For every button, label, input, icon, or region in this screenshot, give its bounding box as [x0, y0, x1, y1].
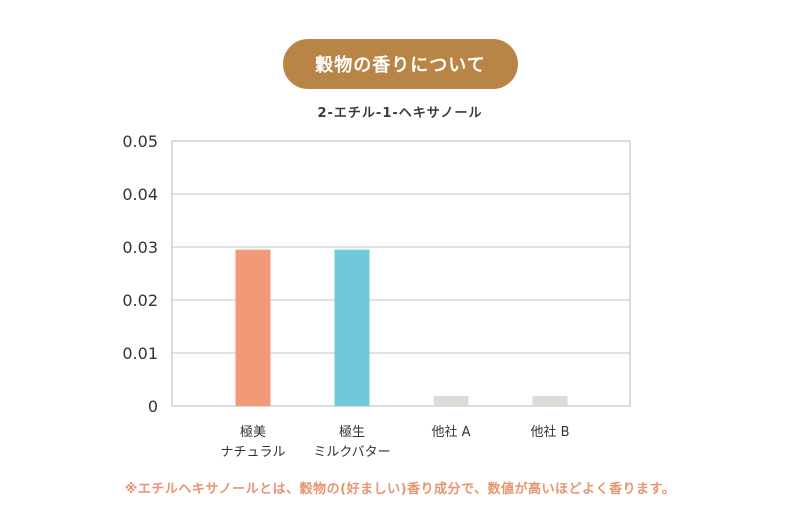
chart-title: 2-エチル-1-ヘキサノール [317, 106, 483, 121]
x-tick-label: 極美 [240, 424, 266, 440]
x-tick-label: 他社 A [431, 424, 470, 440]
x-tick-label-line2: ナチュラル [220, 445, 285, 460]
bar [532, 395, 568, 406]
y-tick-label: 0.03 [122, 238, 158, 257]
x-tick-label: 極生 [339, 424, 365, 440]
plot-frame [171, 140, 631, 407]
y-tick-label: 0 [148, 397, 158, 416]
bar [433, 395, 469, 406]
y-tick-label: 0.01 [122, 344, 158, 363]
y-tick-label: 0.02 [122, 291, 158, 310]
x-tick-label: 他社 B [530, 424, 569, 440]
footnote: ※エチルヘキサノールとは、穀物の(好ましい)香り成分で、数値が高いほどよく香りま… [124, 482, 676, 497]
bar [235, 249, 271, 406]
bar [334, 249, 370, 406]
y-tick-label: 0.04 [122, 185, 158, 204]
x-tick-label-line2: ミルクバター [313, 445, 390, 460]
y-tick-label: 0.05 [122, 132, 158, 151]
page-title: 穀物の香りについて [283, 39, 518, 89]
